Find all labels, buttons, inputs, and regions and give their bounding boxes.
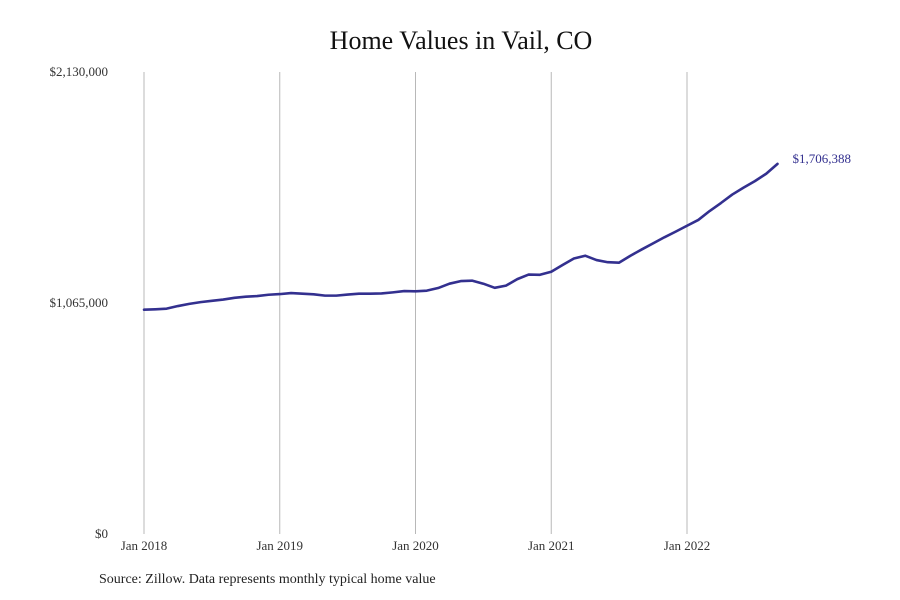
source-note: Source: Zillow. Data represents monthly …	[99, 572, 436, 587]
x-tick-label: Jan 2022	[664, 538, 711, 553]
end-value-label: $1,706,388	[793, 151, 852, 166]
y-tick-label: $0	[95, 526, 108, 541]
series-layer	[142, 162, 779, 312]
x-gridlines	[143, 72, 688, 534]
y-tick-label: $1,065,000	[50, 295, 109, 310]
y-axis-tick-labels: $0 $1,065,000 $2,130,000	[50, 64, 109, 541]
x-axis-tick-labels: Jan 2018 Jan 2019 Jan 2020 Jan 2021 Jan 2022	[121, 538, 711, 553]
x-tick-label: Jan 2018	[121, 538, 168, 553]
home-value-line	[142, 162, 779, 312]
y-tick-label: $2,130,000	[50, 64, 109, 79]
x-tick-label: Jan 2020	[392, 538, 439, 553]
end-value-label-layer: $1,706,388	[793, 151, 852, 166]
chart-title: Home Values in Vail, CO	[329, 26, 593, 55]
x-tick-label: Jan 2019	[256, 538, 303, 553]
x-tick-label: Jan 2021	[528, 538, 575, 553]
